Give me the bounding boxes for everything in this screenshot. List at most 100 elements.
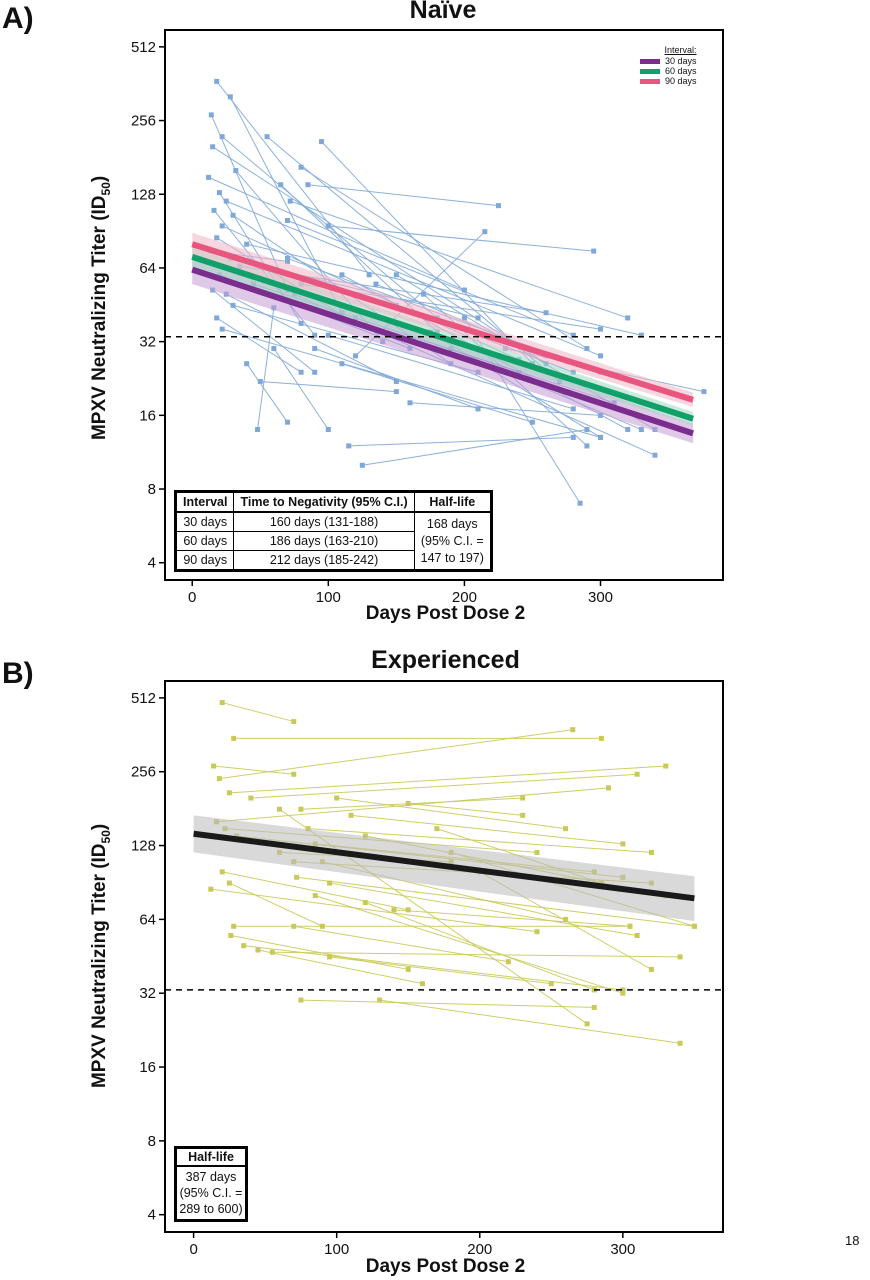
panel-b-subject-line (222, 871, 409, 911)
half-life-value: 387 days (95% C.I. = 289 to 600) (177, 1167, 245, 1219)
panel-a-x-tick-label: 0 (188, 589, 196, 606)
panel-a-data-point (495, 203, 501, 209)
panel-a-data-point (652, 452, 658, 458)
panel-a-legend: Interval: 30 days 60 days 90 days (640, 45, 697, 86)
panel-a-subject-line (212, 146, 547, 365)
table-row: 60 days 186 days (163-210) (174, 531, 492, 551)
panel-b-subject-line (250, 773, 638, 799)
panel-a-data-point (482, 229, 488, 235)
panel-a-data-point (393, 272, 399, 278)
panel-b-subject-line (393, 909, 631, 927)
panel-a-subject-line (409, 402, 601, 416)
panel-a-data-point (584, 346, 590, 352)
panel-b-subject-line (329, 956, 552, 985)
panel-b-data-point (405, 907, 411, 913)
panel-b-subject-line (336, 797, 566, 830)
panel-b-y-axis-label-sub: 50 (98, 830, 113, 844)
panel-b-data-point (228, 933, 234, 939)
panel-a-data-point (584, 443, 590, 449)
panel-b-fit-line (193, 830, 695, 902)
table-header: Interval (174, 491, 235, 513)
half-life-line: 168 days (426, 516, 478, 531)
panel-a-data-point (407, 400, 413, 406)
panel-b-data-point (216, 776, 222, 782)
panel-b-subject-line (272, 951, 681, 958)
panel-a-subject-line (321, 141, 533, 365)
panel-a-data-point (638, 332, 644, 338)
panel-a-subject-line (226, 200, 601, 357)
panel-a-y-tick-label: 32 (139, 334, 156, 351)
half-life-line: 147 to 197) (420, 550, 484, 565)
panel-a-data-point (312, 346, 318, 352)
half-life-cell: 168 days (95% C.I. = 147 to 197) (413, 511, 492, 571)
panel-a-data-point (625, 427, 631, 433)
panel-b-data-point (231, 923, 237, 929)
panel-b-y-axis-label-main: MPXV Neutralizing Titer (ID (89, 843, 111, 1089)
panel-b-data-point (362, 899, 368, 905)
half-life-line: (95% C.I. = (420, 533, 484, 548)
panel-b-x-tick-label: 0 (189, 1241, 197, 1258)
panel-b-data-point (548, 981, 554, 987)
legend-title: Interval: (664, 45, 697, 55)
panel-b-y-tick-label: 16 (139, 1059, 156, 1076)
panel-b-subject-line (329, 882, 638, 937)
panel-a-subject-line (216, 317, 302, 373)
panel-b-data-point (291, 771, 297, 777)
panel-a-data-point (244, 361, 250, 367)
table-cell: 30 days (174, 511, 235, 532)
table-header-row: Interval Time to Negativity (95% C.I.) H… (174, 491, 492, 513)
panel-a-data-point (214, 315, 220, 321)
panel-b-subject-line (379, 999, 681, 1044)
panel-a-y-tick-label: 256 (131, 113, 156, 130)
panel-a-data-point (214, 235, 220, 241)
panel-a-data-point (206, 174, 212, 180)
legend-item-60-days: 60 days (640, 66, 697, 76)
panel-b-data-point (241, 943, 247, 949)
panel-b-data-point (570, 727, 576, 733)
panel-a-data-point (284, 258, 290, 264)
panel-a-subject-line (222, 328, 601, 438)
panel-b-subject-line (219, 729, 573, 780)
panel-a-summary-table: Interval Time to Negativity (95% C.I.) H… (174, 490, 493, 572)
panel-b-data-point (208, 886, 214, 892)
panel-a-data-point (570, 369, 576, 375)
panel-a-data-point (373, 281, 379, 287)
panel-b-data-point (362, 833, 368, 839)
panel-a-data-point (393, 389, 399, 395)
panel-a-subject-line (362, 429, 587, 466)
panel-b-subject-line (229, 765, 666, 794)
legend-label: 30 days (665, 56, 697, 66)
table-cell: 60 days (174, 531, 235, 551)
panel-b-data-point (255, 947, 261, 953)
panel-a-data-point (271, 346, 277, 352)
panel-a-data-point (591, 248, 597, 254)
panel-a-subject-line (300, 166, 588, 349)
panel-a-data-point (543, 310, 549, 316)
panel-a-data-point (529, 419, 535, 425)
panel-a-data-point (421, 291, 427, 297)
panel-a-data-point (570, 332, 576, 338)
panel-b-y-tick-label: 64 (139, 911, 156, 928)
panel-a-data-point (598, 326, 604, 332)
panel-b-subject-line (308, 828, 652, 853)
panel-b-data-point (534, 849, 540, 855)
panel-b-half-life-box: Half-life 387 days (95% C.I. = 289 to 60… (174, 1146, 248, 1222)
panel-b-data-point (405, 800, 411, 806)
panel-a-subject-line (287, 220, 574, 336)
panel-a-data-point (219, 223, 225, 229)
panel-a-data-point (223, 198, 229, 204)
panel-a-y-tick-label: 64 (139, 260, 156, 277)
panel-a-data-point (216, 190, 222, 196)
panel-b-y-tick-label: 256 (131, 764, 156, 781)
panel-a-subject-line (328, 225, 594, 252)
panel-a-data-point (298, 164, 304, 170)
panel-b-data-point (291, 719, 297, 725)
panel-a-data-point (230, 212, 236, 218)
panel-b-subject-line (257, 949, 423, 985)
panel-a-data-point (359, 462, 365, 468)
page-number: 18 (845, 1233, 860, 1248)
panel-a-data-point (284, 217, 290, 223)
panel-b-data-point (505, 959, 511, 965)
panel-a-y-axis-label-main: MPXV Neutralizing Titer (ID (89, 195, 111, 441)
